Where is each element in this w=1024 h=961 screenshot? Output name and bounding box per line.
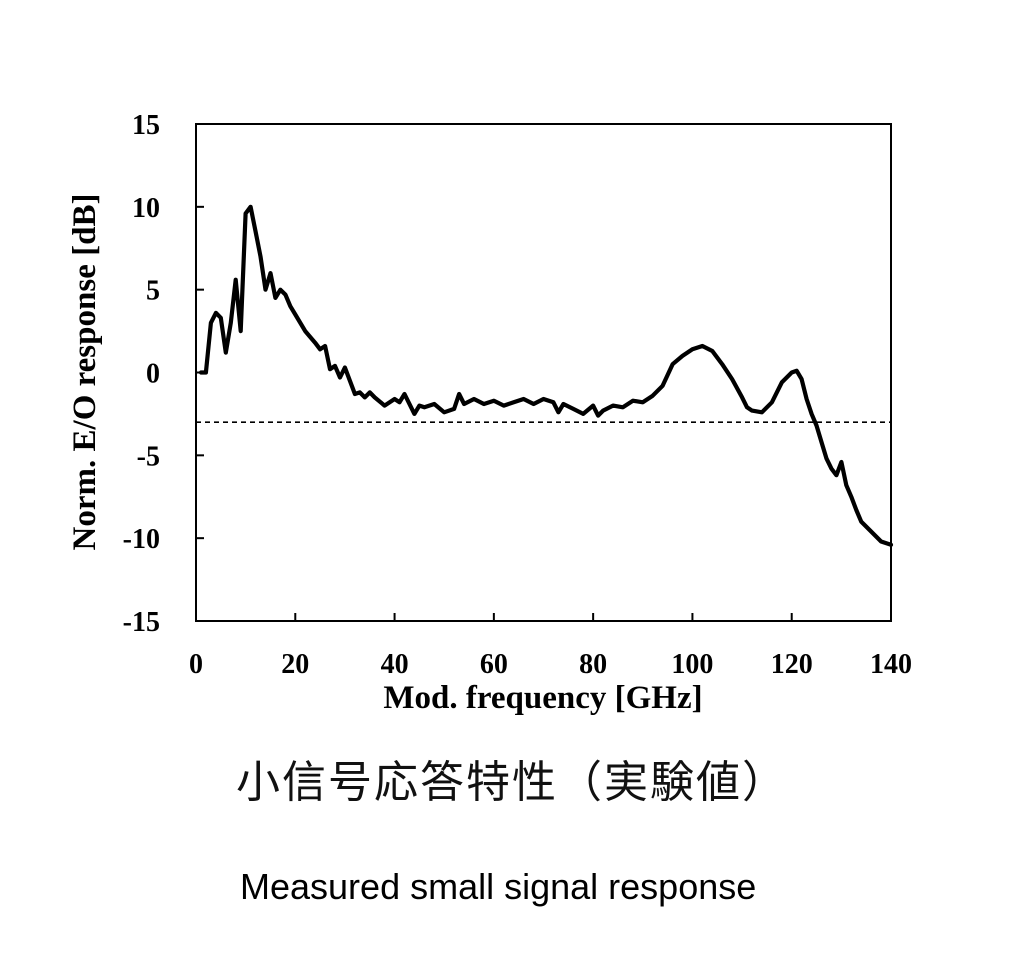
y-tick-label: 0 [146,359,160,390]
x-tick-label: 120 [771,649,813,680]
x-tick-label: 40 [381,649,409,680]
y-tick-label: 10 [132,193,160,224]
chart: 0 20 40 60 80 100 120 140 15 10 5 0 -5 -10 -15 Mod. f… [67,110,912,716]
tick-marks [195,123,892,622]
y-tick-label: -10 [123,524,160,555]
x-tick-label: 0 [189,649,203,680]
y-tick-label: -5 [137,441,160,472]
x-tick-labels: 0 20 40 60 80 100 120 140 [189,649,912,680]
y-axis-title: Norm. E/O response [dB] [67,194,103,551]
y-tick-label: -15 [123,607,160,638]
x-tick-label: 140 [870,649,912,680]
plot-frame [195,123,892,622]
y-tick-label: 15 [132,110,160,141]
response-curve [198,204,894,547]
x-axis-title: Mod. frequency [GHz] [383,680,702,716]
y-tick-label: 5 [146,276,160,307]
x-tick-label: 60 [480,649,508,680]
x-tick-label: 80 [579,649,607,680]
caption-japanese: 小信号応答特性（実験値） [236,757,788,808]
x-tick-label: 20 [281,649,309,680]
x-tick-label: 100 [671,649,713,680]
caption-english: Measured small signal response [240,866,757,907]
y-tick-labels: 15 10 5 0 -5 -10 -15 [123,110,160,638]
